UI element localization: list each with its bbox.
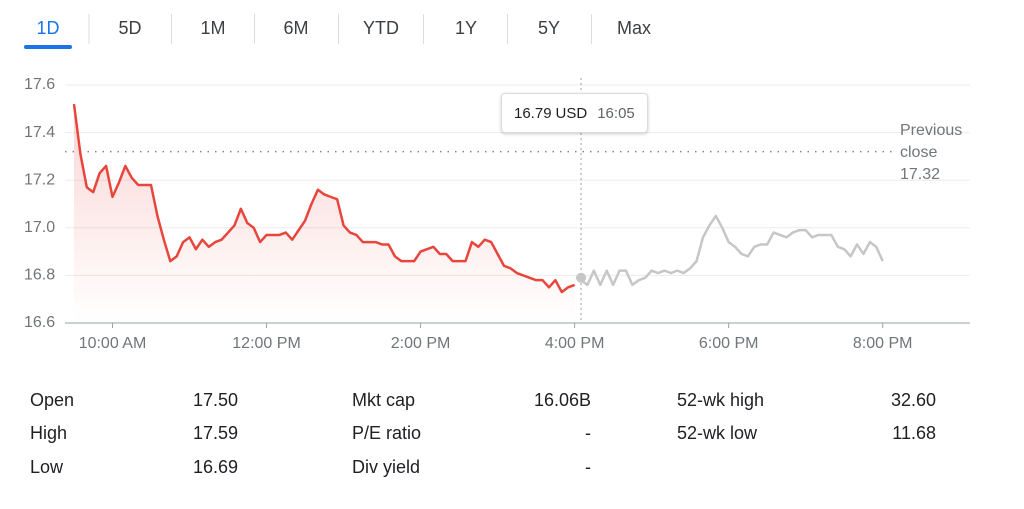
stat-value: - xyxy=(585,457,591,477)
stat-value: 17.50 xyxy=(193,390,238,410)
stat-label: Open xyxy=(30,390,74,410)
stat-value: 16.69 xyxy=(193,457,238,477)
stat-label: P/E ratio xyxy=(352,423,421,443)
price-line xyxy=(580,214,884,287)
tab[interactable]: 1D xyxy=(36,18,59,38)
tooltip-currency: USD xyxy=(555,104,588,122)
tab[interactable]: 1Y xyxy=(455,18,477,38)
previous-close-text: Previous close xyxy=(900,122,963,161)
area xyxy=(73,104,575,323)
x-tick-label: 6:00 PM xyxy=(699,335,759,352)
tooltip-time: 16:05 xyxy=(597,104,635,122)
y-tick-label: 16.8 xyxy=(24,267,55,284)
hover-dot xyxy=(576,272,587,283)
x-tick-label: 2:00 PM xyxy=(391,335,451,352)
stat-value: 11.68 xyxy=(892,423,936,443)
stat-value: 32.60 xyxy=(891,390,936,410)
tab[interactable]: 5Y xyxy=(538,18,560,38)
y-tick-label: 17.2 xyxy=(24,171,55,188)
previous-close-value: 17.32 xyxy=(900,166,941,183)
stat-label: Div yield xyxy=(352,457,420,477)
tab[interactable]: 6M xyxy=(283,18,308,38)
tab[interactable]: 5D xyxy=(118,18,141,38)
stat-label: 52-wk high xyxy=(677,390,764,410)
tooltip-price: 16.79 xyxy=(514,104,552,122)
tab[interactable]: 1M xyxy=(200,18,225,38)
previous-close-label: Previous close 17.32 xyxy=(900,120,980,186)
x-tick-label: 8:00 PM xyxy=(853,335,913,352)
stat-value: 17.59 xyxy=(193,423,238,443)
y-tick-label: 17.6 xyxy=(24,76,55,93)
price-line xyxy=(72,103,576,294)
stat-label: Mkt cap xyxy=(352,390,415,410)
y-tick-label: 17.0 xyxy=(24,219,55,236)
tab[interactable]: YTD xyxy=(363,18,399,38)
y-tick-label: 17.4 xyxy=(24,124,55,141)
y-tick-label: 16.6 xyxy=(24,314,55,331)
stat-value: 16.06B xyxy=(534,390,591,410)
x-tick-label: 4:00 PM xyxy=(545,335,605,352)
tooltip: 16.79 USD 16:05 xyxy=(501,93,648,133)
stat-label: High xyxy=(30,423,67,443)
stat-label: Low xyxy=(30,457,64,477)
tab[interactable]: Max xyxy=(617,18,651,38)
x-tick-label: 12:00 PM xyxy=(232,335,300,352)
x-tick-label: 10:00 AM xyxy=(79,335,147,352)
stat-value: - xyxy=(585,423,591,443)
stat-label: 52-wk low xyxy=(677,423,758,443)
tab-underline xyxy=(24,45,72,49)
